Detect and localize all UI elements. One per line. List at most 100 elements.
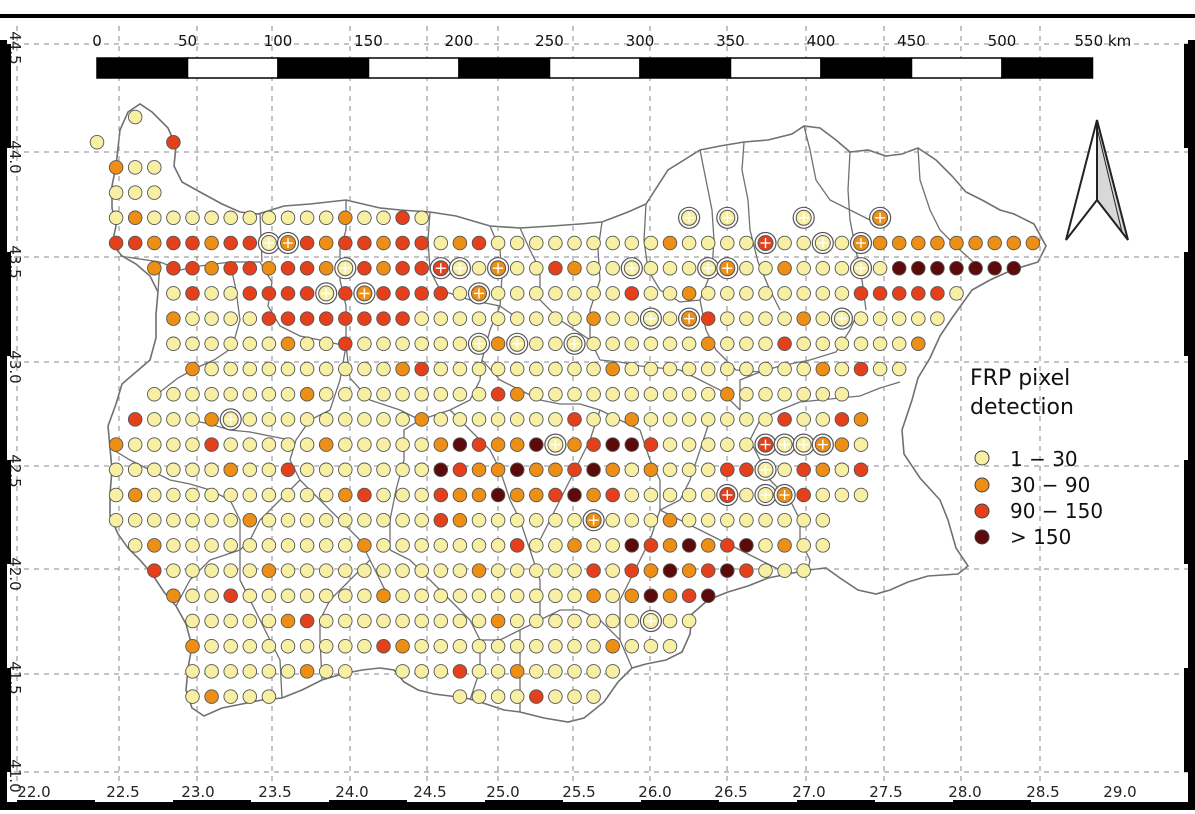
fire-point [605,588,620,604]
fire-point [605,638,620,654]
fire-point [796,538,811,553]
fire-point [452,563,468,578]
longitude-labels: 22.0 22.5 23.0 23.5 24.0 24.5 25.0 25.5 26.0 26.5… [17,783,1137,806]
fire-point [586,487,601,503]
fire-point [586,386,601,402]
fire-point [261,260,277,276]
fire-point [567,437,582,452]
fire-point [127,210,143,226]
highlighted-fire-point [429,257,452,280]
fire-point [242,487,258,503]
fire-point [299,487,315,503]
fire-point [242,260,258,276]
fire-point [204,462,219,478]
fire-point [796,412,811,427]
fire-point [433,437,449,452]
fire-point [338,412,353,427]
fire-point [471,538,487,553]
fire-point [452,613,468,629]
fire-point [166,588,181,604]
fire-point [433,412,449,427]
fire-point [700,336,716,352]
highlighted-fire-point [830,307,854,330]
fire-point [299,437,315,452]
fire-point [204,538,219,553]
fire-point [700,437,716,452]
fire-point [261,386,277,402]
fire-point [147,412,162,427]
highlighted-fire-point [677,307,701,330]
fire-point [739,260,754,276]
fire-point [509,512,525,528]
fire-point [509,613,525,629]
fire-point [204,588,219,604]
fire-point [357,487,372,503]
fire-point [166,235,181,251]
fire-point [509,412,525,427]
fire-point [490,563,506,578]
fire-point [643,563,659,578]
fire-point [567,689,582,704]
fire-point [127,109,143,125]
fire-point [261,412,277,427]
fire-point [338,538,353,553]
fire-point [357,638,372,654]
fire-point [280,512,296,528]
fire-point [1006,235,1022,251]
fire-point [605,412,620,427]
fire-point [395,286,410,301]
fire-point [471,311,487,326]
highlighted-fire-point [219,408,242,431]
fire-point [739,512,754,528]
fire-point [242,664,258,679]
fire-point [529,311,544,326]
fire-point [395,235,410,251]
fire-point [968,260,983,276]
fire-point [720,437,735,452]
fire-point [299,260,315,276]
fire-point [166,563,181,578]
scale-bar: 0 50 100 150 200 250 300 350 400 450 500 550 km [92,32,1132,79]
fire-point [395,210,410,226]
fire-point [853,336,869,352]
fire-point [548,664,563,679]
highlighted-fire-point [773,433,796,456]
fire-point [834,487,850,503]
scale-label: 550 km [1075,32,1132,50]
fire-point [529,412,544,427]
highlighted-fire-point [467,332,491,355]
fire-point [891,336,907,352]
fire-point [624,613,640,629]
fire-point [509,386,525,402]
x-tick-label: 23.5 [258,783,291,801]
fire-point [911,311,926,326]
fire-point [452,286,468,301]
fire-point [720,386,735,402]
fire-point [700,286,716,301]
fire-point [911,286,926,301]
fire-point [490,386,506,402]
fire-point [147,185,162,200]
fire-point [720,462,735,478]
fire-point [433,311,449,326]
fire-point [662,311,678,326]
highlighted-fire-point [754,231,777,255]
fire-point [777,462,792,478]
fire-point [223,664,238,679]
fire-point [815,361,831,377]
scale-label: 150 [354,32,383,50]
fire-point [261,437,277,452]
fire-point [318,512,334,528]
fire-point [853,487,869,503]
fire-point [681,361,697,377]
fire-point [395,563,410,578]
fire-point [261,563,277,578]
legend-label-4: > 150 [1010,525,1071,549]
fire-point [471,487,487,503]
fire-point [185,538,200,553]
graticule [14,26,1188,786]
fire-point [166,336,181,352]
fire-point [223,538,238,553]
fire-point [452,311,468,326]
fire-point [338,311,353,326]
